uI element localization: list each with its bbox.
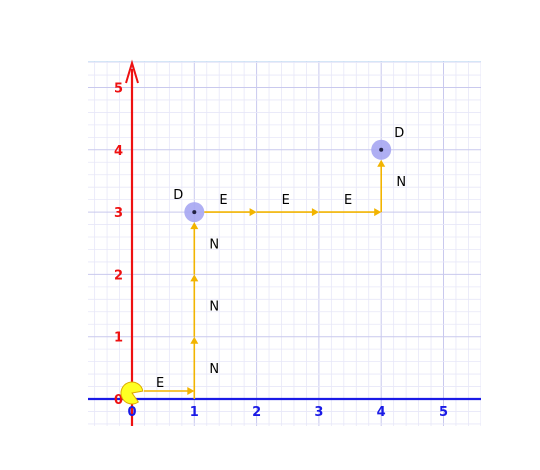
y-tick-label: 1 bbox=[114, 331, 123, 346]
drop-highlights bbox=[184, 139, 392, 223]
y-tick-label: 2 bbox=[114, 268, 123, 283]
plot-background bbox=[88, 61, 481, 426]
move-label-north: N bbox=[209, 237, 219, 252]
move-arrowhead-icon bbox=[190, 222, 199, 230]
drop-point-dot bbox=[192, 210, 197, 215]
move-label-north: N bbox=[209, 300, 219, 315]
x-tick-label: 1 bbox=[190, 405, 199, 420]
move-arrowhead-icon bbox=[374, 208, 382, 217]
drop-label: D bbox=[173, 188, 183, 203]
x-tick-label: 2 bbox=[252, 405, 261, 420]
x-tick-label: 0 bbox=[127, 405, 136, 420]
y-axis-arrowhead-icon bbox=[125, 59, 139, 84]
move-label-north: N bbox=[209, 362, 219, 377]
grid-lines bbox=[88, 61, 481, 426]
x-tick-label: 4 bbox=[377, 405, 386, 420]
pacman-icon bbox=[120, 381, 144, 405]
move-labels: D D E N N N E E E N bbox=[156, 126, 406, 391]
tick-labels: 0 1 2 3 4 5 0 1 2 3 4 5 bbox=[114, 82, 448, 421]
agent bbox=[120, 381, 144, 405]
drop-label: D bbox=[394, 126, 404, 141]
y-tick-label: 5 bbox=[114, 82, 123, 97]
move-label-north: N bbox=[396, 175, 406, 190]
x-tick-label: 5 bbox=[439, 405, 448, 420]
move-label-east: E bbox=[344, 193, 352, 208]
move-arrowhead-icon bbox=[190, 274, 199, 282]
move-arrowhead-icon bbox=[311, 208, 319, 217]
move-path bbox=[144, 159, 386, 399]
y-tick-label: 0 bbox=[114, 393, 123, 408]
drop-point-dot bbox=[379, 147, 384, 152]
y-tick-label: 4 bbox=[114, 144, 123, 159]
move-arrowhead-icon bbox=[377, 159, 386, 167]
y-tick-label: 3 bbox=[114, 206, 123, 221]
move-arrowhead-icon bbox=[187, 387, 195, 395]
move-label-east: E bbox=[282, 193, 290, 208]
x-tick-label: 3 bbox=[314, 405, 323, 420]
axes bbox=[88, 59, 481, 426]
move-label-east: E bbox=[219, 193, 227, 208]
move-arrowhead-icon bbox=[190, 336, 199, 344]
move-arrowhead-icon bbox=[249, 208, 257, 217]
move-label-east: E bbox=[156, 376, 164, 391]
